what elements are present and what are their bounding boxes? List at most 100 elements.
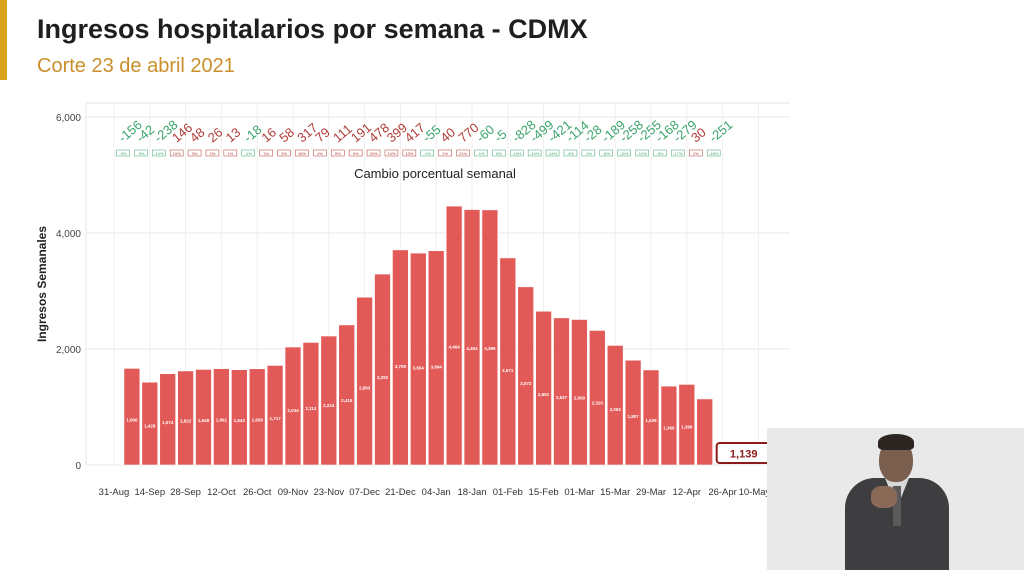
x-tick-label: 29-Mar (636, 487, 666, 498)
bar-value-label: 2,415 (341, 398, 353, 403)
bar-value-label: 1,807 (627, 414, 639, 419)
bar-value-label: 3,654 (413, 366, 425, 371)
bar (302, 342, 320, 466)
x-tick-label: 26-Oct (243, 487, 272, 498)
percent-change-chip (223, 149, 238, 157)
bar (660, 385, 678, 466)
bar-value-label: 4,464 (448, 344, 460, 349)
bar-value-label: 1,661 (216, 418, 228, 423)
x-tick-label: 28-Sep (170, 487, 201, 498)
y-tick-label: 6,000 (56, 113, 81, 124)
bar-value-label: 1,639 (645, 418, 657, 423)
percent-change-chip (169, 149, 184, 157)
percent-change-label: 1% (227, 151, 233, 156)
percent-change-chip (617, 149, 631, 157)
percent-change-label: -1% (477, 151, 485, 156)
interpreter-hand (871, 486, 897, 508)
bar (589, 330, 606, 466)
bar (678, 384, 696, 466)
percent-change-chip (527, 149, 542, 157)
bar-value-label: 1,648 (198, 418, 210, 423)
percent-change-label: -14% (154, 151, 164, 156)
highlight-value-label: 1,139 (730, 449, 758, 461)
bar (320, 335, 338, 466)
percent-change-chip (653, 149, 667, 157)
bar (696, 398, 713, 466)
bar (266, 365, 284, 466)
x-tick-label: 12-Oct (207, 487, 236, 498)
bar-value-label: 3,694 (431, 365, 443, 370)
percent-change-chip (599, 149, 613, 157)
percent-change-label: -4% (567, 151, 575, 156)
y-axis-label: Ingresos Semanales (35, 226, 49, 342)
percent-change-chip (689, 149, 703, 157)
y-tick-label: 4,000 (56, 229, 81, 240)
bar-value-label: 2,034 (287, 408, 299, 413)
percent-change-label: -1% (245, 151, 253, 156)
bar-value-label: 1,659 (252, 418, 264, 423)
bar (517, 286, 534, 466)
chart-container: 0 2,000 4,000 6,000 31-Aug 14-Sep 28-Sep 12-Oct… (30, 95, 790, 515)
x-tick-label: 18-Jan (457, 487, 486, 498)
percent-change-chip (205, 149, 220, 157)
percent-change-chip (438, 149, 452, 157)
percent-change-label: 1% (442, 151, 448, 156)
percent-change-label: -9% (119, 151, 127, 156)
percent-change-chip (295, 149, 309, 157)
percent-change-label: 13% (405, 151, 413, 156)
percent-change-chip (259, 149, 273, 157)
x-tick-label: 23-Nov (313, 487, 344, 498)
x-tick-label: 14-Sep (134, 487, 165, 498)
sign-language-interpreter-video (767, 428, 1024, 570)
percent-change-chip (706, 149, 721, 157)
percent-change-chip (187, 149, 202, 157)
percent-change-chip (348, 149, 363, 157)
x-tick-label: 01-Feb (493, 487, 523, 498)
bar-value-label: 2,537 (556, 395, 568, 400)
percent-change-label: 2% (693, 151, 699, 156)
interpreter-tie (893, 486, 901, 526)
bar (231, 369, 248, 466)
x-tick-label: 09-Nov (278, 487, 309, 498)
bar-value-label: 2,651 (538, 392, 550, 397)
percent-change-chip (635, 149, 649, 157)
bar (410, 252, 427, 466)
percent-change-label: 14% (387, 151, 395, 156)
x-tick-label: 31-Aug (99, 487, 130, 498)
percent-change-label: -1% (424, 151, 432, 156)
percent-change-label: -19% (512, 151, 522, 156)
percent-change-chip (331, 149, 345, 157)
percent-change-label: 3% (192, 151, 198, 156)
percent-change-label: -8% (603, 151, 611, 156)
percent-change-label: 4% (317, 151, 323, 156)
bar (248, 368, 266, 466)
percent-change-chip (563, 149, 578, 157)
percent-change-chip (134, 149, 148, 157)
percent-change-label: -9% (656, 151, 664, 156)
bar (499, 257, 517, 466)
percent-change-label: 3% (281, 151, 287, 156)
bar (356, 296, 373, 466)
bar (463, 209, 481, 466)
percent-change-chip (402, 149, 417, 157)
percent-change-label: 9% (353, 151, 359, 156)
bar (141, 381, 159, 466)
bar-value-label: 3,571 (502, 368, 514, 373)
bar (159, 373, 176, 466)
bar-value-label: 1,390 (681, 425, 693, 430)
bar (338, 324, 355, 466)
percent-change-label: 1% (263, 151, 269, 156)
bar-value-label: 2,893 (359, 385, 371, 390)
percent-change-label: 18% (298, 151, 306, 156)
interpreter-hair (878, 434, 914, 450)
percent-change-chip (116, 149, 130, 157)
y-tick-label: 2,000 (56, 345, 81, 356)
bar-value-label: 3,072 (520, 381, 532, 386)
bar-value-label: 1,643 (234, 418, 246, 423)
bar-value-label: 4,404 (466, 346, 478, 351)
x-tick-label: 15-Mar (600, 487, 630, 498)
percent-change-label: -1% (585, 151, 593, 156)
percent-change-label: -18% (709, 151, 719, 156)
change-title: Cambio porcentual semanal (354, 166, 516, 181)
bar (284, 346, 302, 466)
